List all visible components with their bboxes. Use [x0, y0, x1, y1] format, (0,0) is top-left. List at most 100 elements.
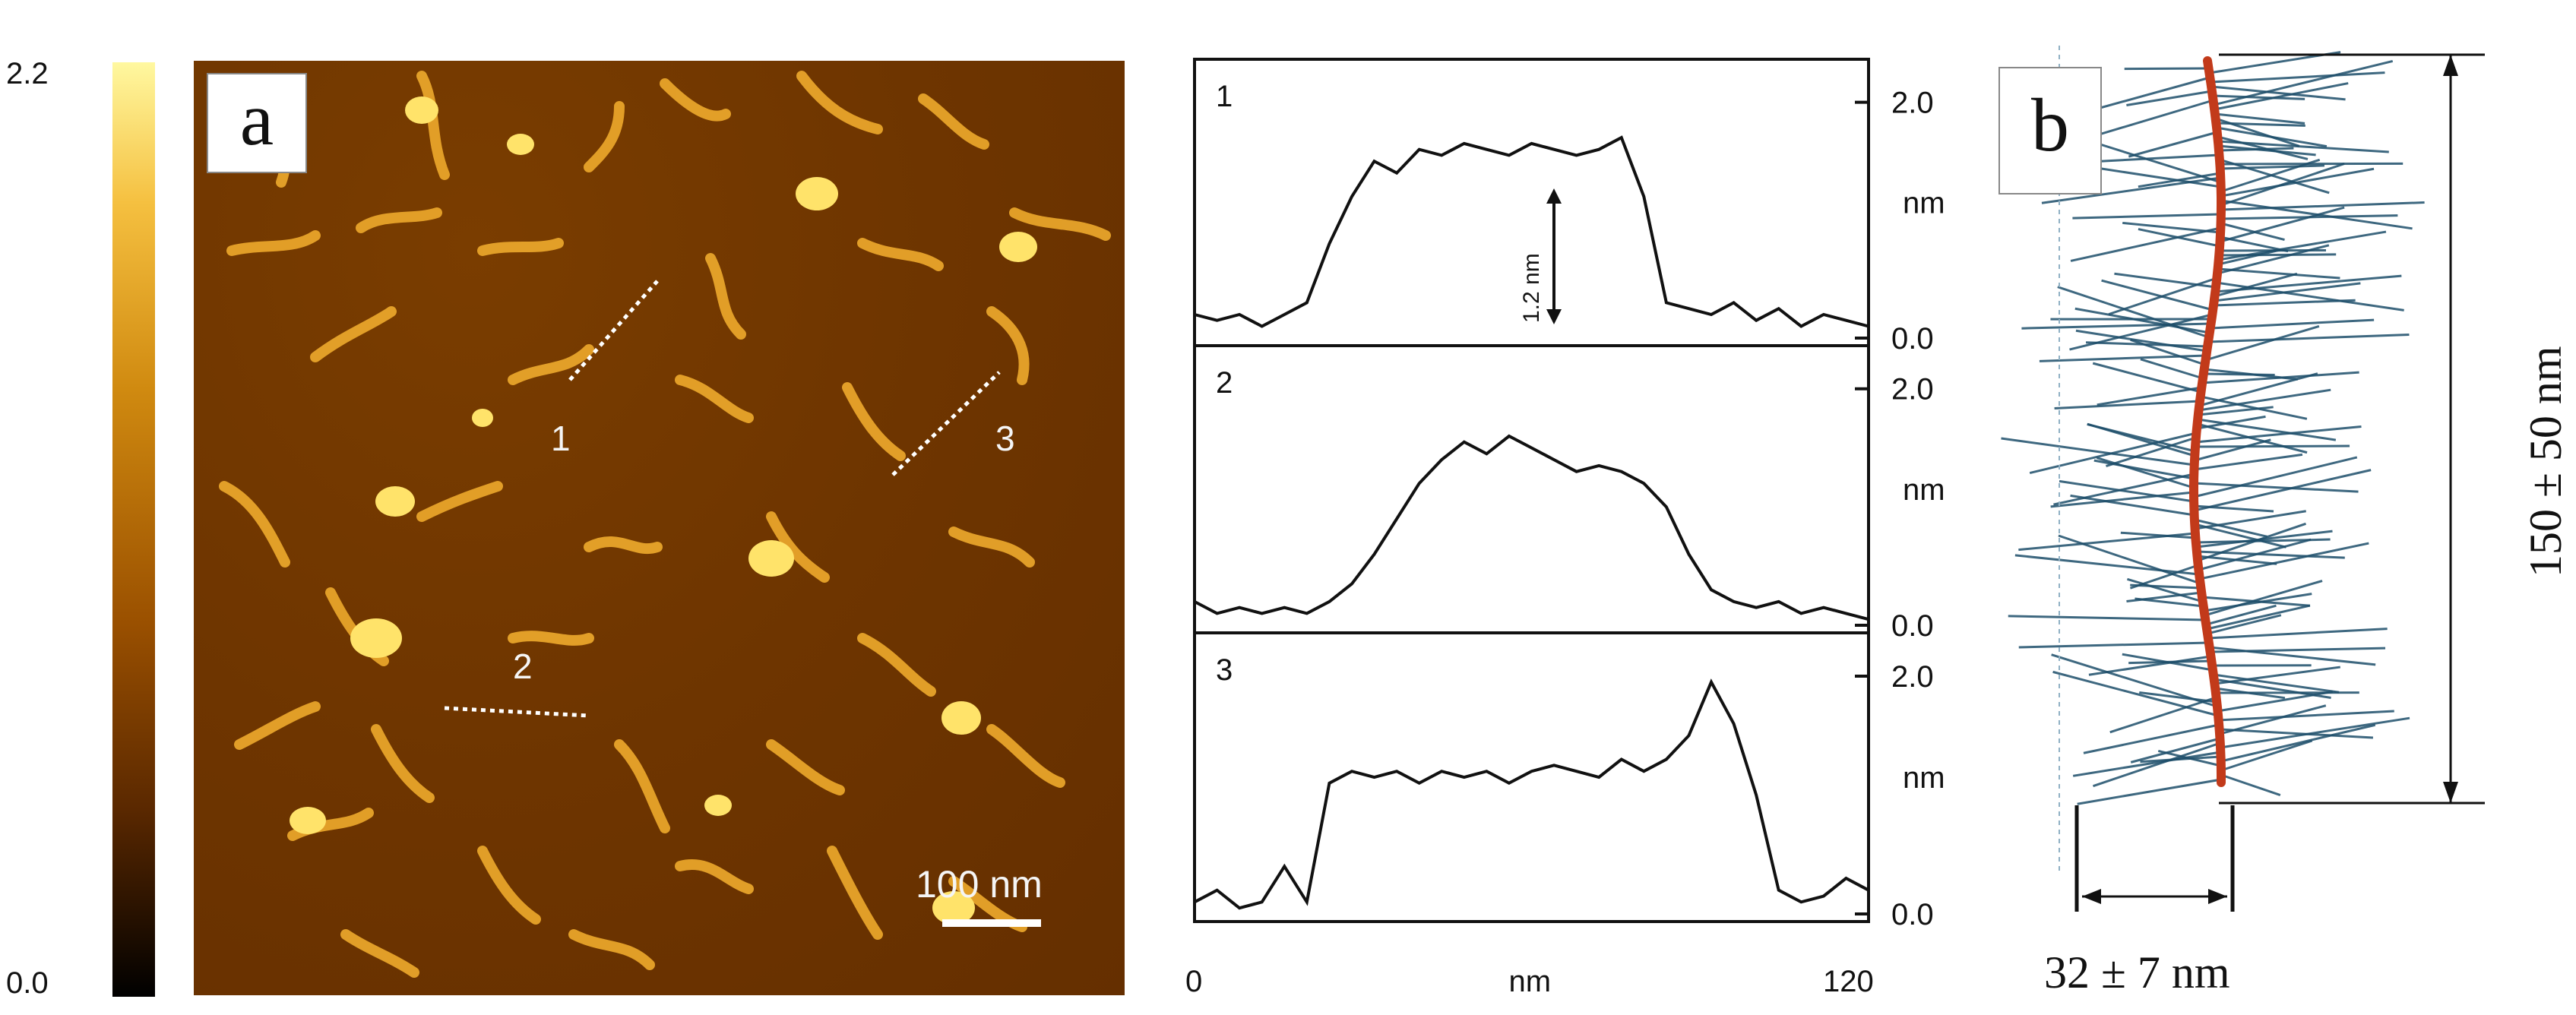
y-unit-label: nm	[1903, 187, 1945, 220]
brush-strand	[2197, 422, 2308, 454]
brush-strand	[2210, 318, 2375, 330]
brush-strand	[2054, 400, 2201, 410]
brush-strand	[2130, 338, 2206, 366]
colorbar-max-label: 2.2	[6, 57, 49, 90]
brush-strand	[2052, 670, 2219, 717]
brush-strand	[2217, 135, 2309, 160]
brush-strand	[2195, 425, 2362, 444]
brush-strand	[2197, 522, 2306, 562]
y-tick-label-top: 2.0	[1891, 373, 1934, 406]
brush-strand	[2214, 666, 2340, 685]
brush-strand	[2220, 163, 2345, 207]
brush-strand	[2083, 723, 2220, 754]
brush-strand	[2204, 593, 2312, 612]
brush-strand	[2130, 583, 2201, 590]
colorbar	[112, 62, 155, 997]
brush-strand	[2092, 362, 2201, 394]
brush-strand	[2202, 371, 2359, 384]
brush-strand	[2128, 131, 2218, 158]
brush-strand	[2194, 523, 2286, 549]
brush-strand	[2198, 388, 2331, 412]
brush-strand	[2018, 641, 2209, 649]
brush-strand	[2021, 322, 2211, 330]
profile-line-2	[444, 706, 590, 718]
brush-strand	[2220, 773, 2281, 796]
brush-strand	[2075, 329, 2207, 353]
profile-panel-id: 3	[1216, 653, 1233, 687]
brush-strand	[2204, 580, 2323, 617]
brush-strand	[2082, 164, 2221, 188]
brush-strand	[2157, 749, 2222, 767]
brush-strand	[2070, 494, 2195, 517]
brush-strand	[2120, 531, 2196, 539]
y-tick-label-bottom: 0.0	[1891, 609, 1934, 643]
brush-strand	[2194, 438, 2271, 462]
brush-strand	[2053, 473, 2195, 506]
y-tick-label-bottom: 0.0	[1891, 898, 1934, 931]
polymer-brush	[2001, 51, 2425, 805]
brush-strand	[2198, 372, 2318, 407]
x-tick-label-end: 120	[1823, 965, 1874, 998]
brush-strand	[2217, 140, 2389, 153]
brush-strand	[2213, 673, 2340, 694]
width-dimension	[2074, 805, 2235, 912]
brush-strand	[2074, 307, 2210, 334]
width-dimension-label: 32 ± 7 nm	[2044, 947, 2230, 998]
brush-strand	[2122, 221, 2221, 234]
brush-strand	[2193, 456, 2358, 498]
brush-strand	[2219, 728, 2373, 739]
brush-strand	[2124, 67, 2209, 71]
brush-strand	[2207, 614, 2282, 635]
brush-strand	[2195, 510, 2306, 530]
brush-strand	[2213, 299, 2356, 307]
brush-strand	[2220, 739, 2313, 772]
brush-strand	[2093, 741, 2221, 788]
brush-strand	[2214, 272, 2298, 298]
x-tick-label-start: 0	[1185, 965, 1202, 998]
brush-strand	[2203, 372, 2275, 377]
brush-strand	[2220, 158, 2321, 193]
brush-strand	[2214, 82, 2349, 111]
brush-strand	[2218, 230, 2387, 261]
colorbar-min-label: 0.0	[6, 966, 49, 1000]
y-unit-label: nm	[1903, 761, 1945, 795]
brush-backbone	[2189, 56, 2226, 787]
profile-panel-id: 2	[1216, 366, 1233, 400]
brush-strand	[2014, 554, 2200, 576]
brush-strand	[2140, 755, 2221, 764]
brush-strand	[2138, 228, 2220, 248]
brush-strand	[2126, 577, 2204, 603]
y-unit-label: nm	[1903, 473, 1945, 507]
line-label-2: 2	[513, 647, 533, 686]
brush-strand	[2215, 274, 2402, 293]
brush-strand	[2097, 386, 2202, 406]
profiles-frame	[1193, 58, 1870, 923]
brush-strand	[2210, 71, 2385, 84]
height-annotation-label: 1.2 nm	[1519, 253, 1544, 323]
brush-strand	[2207, 334, 2410, 343]
brush-strand	[2122, 653, 2214, 672]
brush-strand	[2059, 479, 2195, 503]
brush-strand	[2217, 244, 2330, 275]
brush-strand	[2196, 415, 2266, 430]
brush-strand	[2058, 534, 2201, 585]
brush-strand	[2218, 144, 2316, 157]
scalebar	[942, 919, 1041, 927]
brush-strand	[2194, 469, 2372, 512]
brush-strand	[2219, 704, 2327, 735]
profile-panel-id: 1	[1216, 80, 1233, 113]
brush-strand	[2114, 272, 2217, 289]
brush-strand	[2087, 422, 2195, 457]
brush-strand	[2194, 453, 2303, 471]
height-annotation	[1546, 188, 1562, 324]
y-tick-label-top: 2.0	[1891, 87, 1934, 120]
height-dimension-label: 150 ± 50 nm	[2521, 346, 2571, 577]
profile-line-1	[568, 280, 659, 381]
brush-strand	[2199, 542, 2369, 580]
scalebar-label: 100 nm	[916, 863, 1043, 906]
height-dimension	[2219, 53, 2485, 805]
brush-strand	[2220, 723, 2376, 763]
brush-strand	[2205, 604, 2277, 626]
brush-strand	[2212, 94, 2305, 100]
